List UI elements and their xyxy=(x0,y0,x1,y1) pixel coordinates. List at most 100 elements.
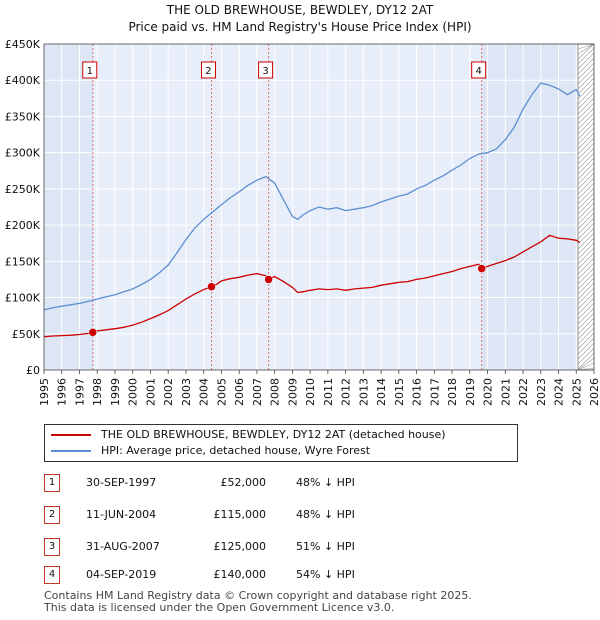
future-hatch-line xyxy=(577,87,595,105)
future-hatch-line xyxy=(577,312,595,330)
x-tick-label: 2018 xyxy=(446,378,459,406)
sale-label-3: 3 xyxy=(262,66,268,77)
future-hatch-line xyxy=(577,207,595,225)
sale-label-4: 4 xyxy=(476,66,482,77)
future-hatch-line xyxy=(577,157,595,175)
sale-point-1 xyxy=(88,328,98,337)
future-hatch-line xyxy=(577,142,595,160)
sale-price: £140,000 xyxy=(213,568,267,581)
future-hatch-line xyxy=(577,97,595,115)
future-hatch-line xyxy=(577,242,595,260)
sale-point-2 xyxy=(207,282,216,291)
x-tick-label: 1999 xyxy=(109,378,122,406)
future-hatch-line xyxy=(577,187,595,205)
sale-price: £125,000 xyxy=(213,540,267,553)
future-hatch-line xyxy=(577,222,595,240)
future-hatch-line xyxy=(577,227,595,245)
future-hatch-line xyxy=(577,237,595,255)
x-tick-label: 2017 xyxy=(428,378,441,406)
future-hatch-line xyxy=(577,72,595,90)
x-tick-label: 2009 xyxy=(286,378,299,406)
future-hatch-line xyxy=(577,52,595,70)
future-hatch-line xyxy=(577,127,595,145)
x-tick-label: 2013 xyxy=(357,378,370,406)
future-hatch-line xyxy=(577,102,595,120)
sale-label-2: 2 xyxy=(205,66,211,77)
sale-label-box-1 xyxy=(82,61,98,79)
future-hatch-line xyxy=(577,257,595,275)
x-tick-label: 2010 xyxy=(304,378,317,406)
series-line-property xyxy=(43,234,581,338)
x-tick-label: 2016 xyxy=(411,378,424,406)
legend-swatch-hpi xyxy=(51,450,91,452)
x-tick-label: 2022 xyxy=(517,378,530,406)
future-hatch-line xyxy=(577,342,595,360)
x-tick-label: 2014 xyxy=(375,378,388,406)
future-hatch-line xyxy=(577,82,595,100)
sale-hpi-diff: 51% ↓ HPI xyxy=(296,540,355,553)
future-hatch-line xyxy=(577,177,595,195)
legend-label-hpi: HPI: Average price, detached house, Wyre… xyxy=(101,444,371,457)
sale-price: £115,000 xyxy=(213,508,267,521)
x-tick-label: 2024 xyxy=(553,378,566,406)
x-tick-label: 2004 xyxy=(198,378,211,406)
plot-frame xyxy=(43,43,595,371)
x-tick-label: 2007 xyxy=(251,378,264,406)
sale-marker-badge: 4 xyxy=(44,566,60,584)
attribution-line-2: This data is licensed under the Open Gov… xyxy=(44,601,395,614)
series-line-hpi xyxy=(43,82,581,311)
y-tick-label: £100K xyxy=(5,292,41,305)
legend-label-property: THE OLD BREWHOUSE, BEWDLEY, DY12 2AT (de… xyxy=(101,428,446,441)
chart-title: THE OLD BREWHOUSE, BEWDLEY, DY12 2AT xyxy=(166,3,434,17)
sale-marker-badge: 2 xyxy=(44,506,60,524)
future-hatch-line xyxy=(577,302,595,320)
future-hatch-line xyxy=(577,232,595,250)
x-tick-label: 2015 xyxy=(393,378,406,406)
sale-hpi-diff: 48% ↓ HPI xyxy=(296,508,355,521)
sale-label-box-2 xyxy=(200,61,216,79)
x-tick-label: 2006 xyxy=(233,378,246,406)
future-hatch-line xyxy=(577,92,595,110)
y-tick-label: £300K xyxy=(5,147,41,160)
future-hatch-line xyxy=(577,162,595,180)
y-tick-label: £150K xyxy=(5,255,41,268)
future-hatch-line xyxy=(577,332,595,350)
future-hatch-line xyxy=(577,67,595,85)
future-hatch-line xyxy=(577,107,595,125)
future-hatch-line xyxy=(577,57,595,75)
future-hatch-line xyxy=(577,43,595,50)
future-hatch-line xyxy=(577,182,595,200)
future-hatch-line xyxy=(577,292,595,310)
x-tick-label: 2011 xyxy=(322,378,335,406)
future-hatch-line xyxy=(577,117,595,135)
sale-marker-badge: 1 xyxy=(44,474,60,492)
future-hatch-line xyxy=(577,362,595,371)
x-tick-label: 2023 xyxy=(535,378,548,406)
chart-subtitle: Price paid vs. HM Land Registry's House … xyxy=(128,20,472,34)
sale-point-4 xyxy=(477,264,486,273)
future-hatch-line xyxy=(577,122,595,140)
future-hatch-line xyxy=(577,43,595,55)
future-region xyxy=(578,44,594,370)
price-chart: 1 2 3 4 £0 £50K £100K £150K £200K £250K £300K £350K… xyxy=(5,38,600,406)
future-hatch-line xyxy=(577,212,595,230)
future-hatch-line xyxy=(577,357,595,371)
future-hatch-line xyxy=(577,272,595,290)
future-hatch-line xyxy=(577,217,595,235)
y-tick-label: £0 xyxy=(26,364,40,377)
x-tick-label: 1996 xyxy=(56,378,69,406)
y-tick-label: £450K xyxy=(5,38,41,51)
future-hatch-line xyxy=(577,62,595,80)
legend: THE OLD BREWHOUSE, BEWDLEY, DY12 2AT (de… xyxy=(44,424,518,462)
future-hatch-line xyxy=(577,252,595,270)
future-hatch-line xyxy=(577,137,595,155)
sale-label-box-4 xyxy=(471,61,487,79)
legend-item-hpi: HPI: Average price, detached house, Wyre… xyxy=(51,443,370,459)
x-tick-label: 2026 xyxy=(588,378,600,406)
sale-date: 31-AUG-2007 xyxy=(86,540,160,553)
future-hatch-line xyxy=(577,287,595,305)
x-tick-label: 1998 xyxy=(91,378,104,406)
future-hatch-line xyxy=(577,43,595,60)
x-tick-label: 2019 xyxy=(464,378,477,406)
future-hatch-line xyxy=(577,167,595,185)
